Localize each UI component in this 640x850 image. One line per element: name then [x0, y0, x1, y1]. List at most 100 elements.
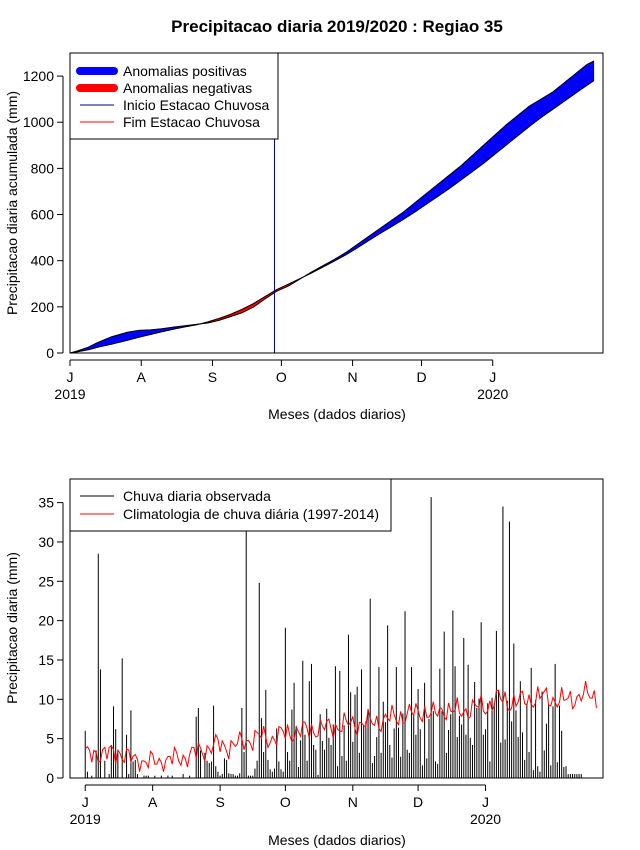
- legend: Chuva diaria observada Climatologia de c…: [69, 478, 392, 532]
- x-tick-label: J: [67, 369, 74, 385]
- x-tick-label: A: [148, 794, 158, 810]
- x-tick-label: O: [280, 794, 291, 810]
- positive-anomaly-area: [508, 120, 512, 144]
- positive-anomaly-area: [499, 128, 503, 152]
- y-tick-label: 800: [31, 160, 55, 176]
- y-tick-label: 0: [46, 345, 54, 361]
- positive-anomaly-area: [582, 65, 585, 90]
- positive-anomaly-area: [506, 122, 510, 146]
- y-tick-label: 35: [38, 495, 54, 511]
- positive-anomaly-area: [554, 87, 558, 109]
- positive-anomaly-area: [536, 100, 539, 122]
- positive-anomaly-area: [552, 89, 556, 111]
- positive-anomaly-area: [124, 331, 128, 342]
- y-tick-label: 600: [31, 207, 55, 223]
- y-axis-label: Precipitacao diaria acumulada (mm): [4, 91, 20, 315]
- positive-anomaly-area: [522, 109, 526, 133]
- positive-anomaly-area: [588, 61, 592, 85]
- x-tick-label: S: [208, 369, 217, 385]
- positive-anomaly-area: [131, 330, 135, 340]
- daily-bars: [84, 480, 582, 778]
- y-tick-label: 0: [46, 770, 54, 786]
- x-year-label: 2019: [54, 386, 85, 402]
- positive-anomaly-area: [138, 329, 142, 338]
- y-tick-label: 10: [38, 691, 54, 707]
- positive-anomaly-area: [526, 105, 530, 129]
- positive-anomaly-area: [471, 152, 475, 173]
- y-tick-label: 5: [46, 731, 54, 747]
- positive-anomaly-area: [497, 130, 500, 153]
- positive-anomaly-area: [485, 140, 489, 163]
- x-tick-label: N: [348, 369, 358, 385]
- y-axis: 0 200 400 600 800 1000 1200: [23, 68, 64, 361]
- positive-anomaly-area: [568, 76, 572, 99]
- positive-anomaly-area: [492, 134, 496, 157]
- positive-anomaly-area: [547, 93, 551, 114]
- positive-anomaly-area: [464, 159, 468, 178]
- positive-anomaly-area: [483, 142, 487, 164]
- y-tick-label: 200: [31, 299, 55, 315]
- positive-anomaly-area: [462, 161, 466, 180]
- positive-anomaly-area: [134, 330, 137, 339]
- x-tick-label: J: [82, 794, 89, 810]
- cumulative-chart: Precipitacao diaria 2019/2020 : Regiao 3…: [4, 17, 604, 422]
- positive-anomaly-area: [467, 157, 471, 176]
- legend-label-negative: Anomalias negativas: [123, 80, 252, 96]
- climatology-line-group: [84, 681, 597, 772]
- positive-anomaly-area: [565, 78, 569, 101]
- positive-anomaly-area: [563, 80, 567, 103]
- positive-anomaly-area: [531, 102, 535, 126]
- legend-label-positive: Anomalias positivas: [123, 63, 247, 79]
- positive-anomaly-area: [490, 136, 494, 159]
- legend-label-start: Inicio Estacao Chuvosa: [123, 97, 270, 113]
- positive-anomaly-area: [579, 67, 583, 91]
- positive-anomaly-area: [529, 104, 533, 127]
- positive-anomaly-area: [469, 155, 473, 175]
- y-axis-label: Precipitacao diaria (mm): [4, 552, 20, 704]
- legend-label-climatology: Climatologia de chuva diária (1997-2014): [123, 506, 379, 522]
- y-tick-label: 400: [31, 253, 55, 269]
- x-tick-label: O: [276, 369, 287, 385]
- positive-anomaly-area: [115, 334, 119, 344]
- positive-anomaly-area: [556, 86, 560, 107]
- climatology-daily-line: [84, 681, 597, 772]
- positive-anomaly-area: [561, 82, 565, 104]
- positive-anomaly-area: [577, 69, 581, 93]
- positive-anomaly-area: [111, 335, 114, 345]
- positive-anomaly-area: [524, 107, 528, 131]
- x-year-label: 2019: [70, 811, 101, 827]
- positive-anomaly-area: [457, 165, 461, 183]
- positive-anomaly-area: [127, 331, 131, 341]
- positive-anomaly-area: [448, 172, 452, 190]
- x-axis-label: Meses (dados diarios): [268, 406, 406, 422]
- y-tick-label: 20: [38, 613, 54, 629]
- observed-cumulative-line: [69, 60, 595, 354]
- positive-anomaly-area: [510, 118, 514, 142]
- y-tick-label: 25: [38, 573, 54, 589]
- positive-anomaly-area: [503, 123, 507, 148]
- positive-anomaly-area: [478, 146, 482, 168]
- x-axis-label: Meses (dados diarios): [268, 832, 406, 848]
- positive-anomaly-area: [487, 138, 491, 161]
- y-axis: 0 5 10 15 20 25 30 35: [38, 495, 64, 786]
- positive-anomaly-area: [513, 116, 516, 140]
- x-year-label: 2020: [477, 386, 508, 402]
- cumulative-lines: [69, 60, 595, 354]
- x-tick-label: J: [489, 369, 496, 385]
- positive-anomaly-area: [129, 331, 133, 341]
- positive-anomaly-area: [446, 174, 450, 191]
- positive-anomaly-area: [460, 163, 464, 181]
- legend-box: [69, 478, 392, 532]
- positive-anomaly-area: [501, 125, 505, 150]
- positive-anomaly-area: [538, 98, 542, 120]
- y-tick-label: 15: [38, 652, 54, 668]
- positive-anomaly-area: [586, 62, 590, 86]
- positive-anomaly-area: [572, 73, 576, 96]
- positive-anomaly-area: [480, 144, 484, 166]
- x-tick-label: D: [416, 369, 426, 385]
- positive-anomaly-area: [570, 74, 574, 98]
- positive-anomaly-area: [453, 169, 457, 186]
